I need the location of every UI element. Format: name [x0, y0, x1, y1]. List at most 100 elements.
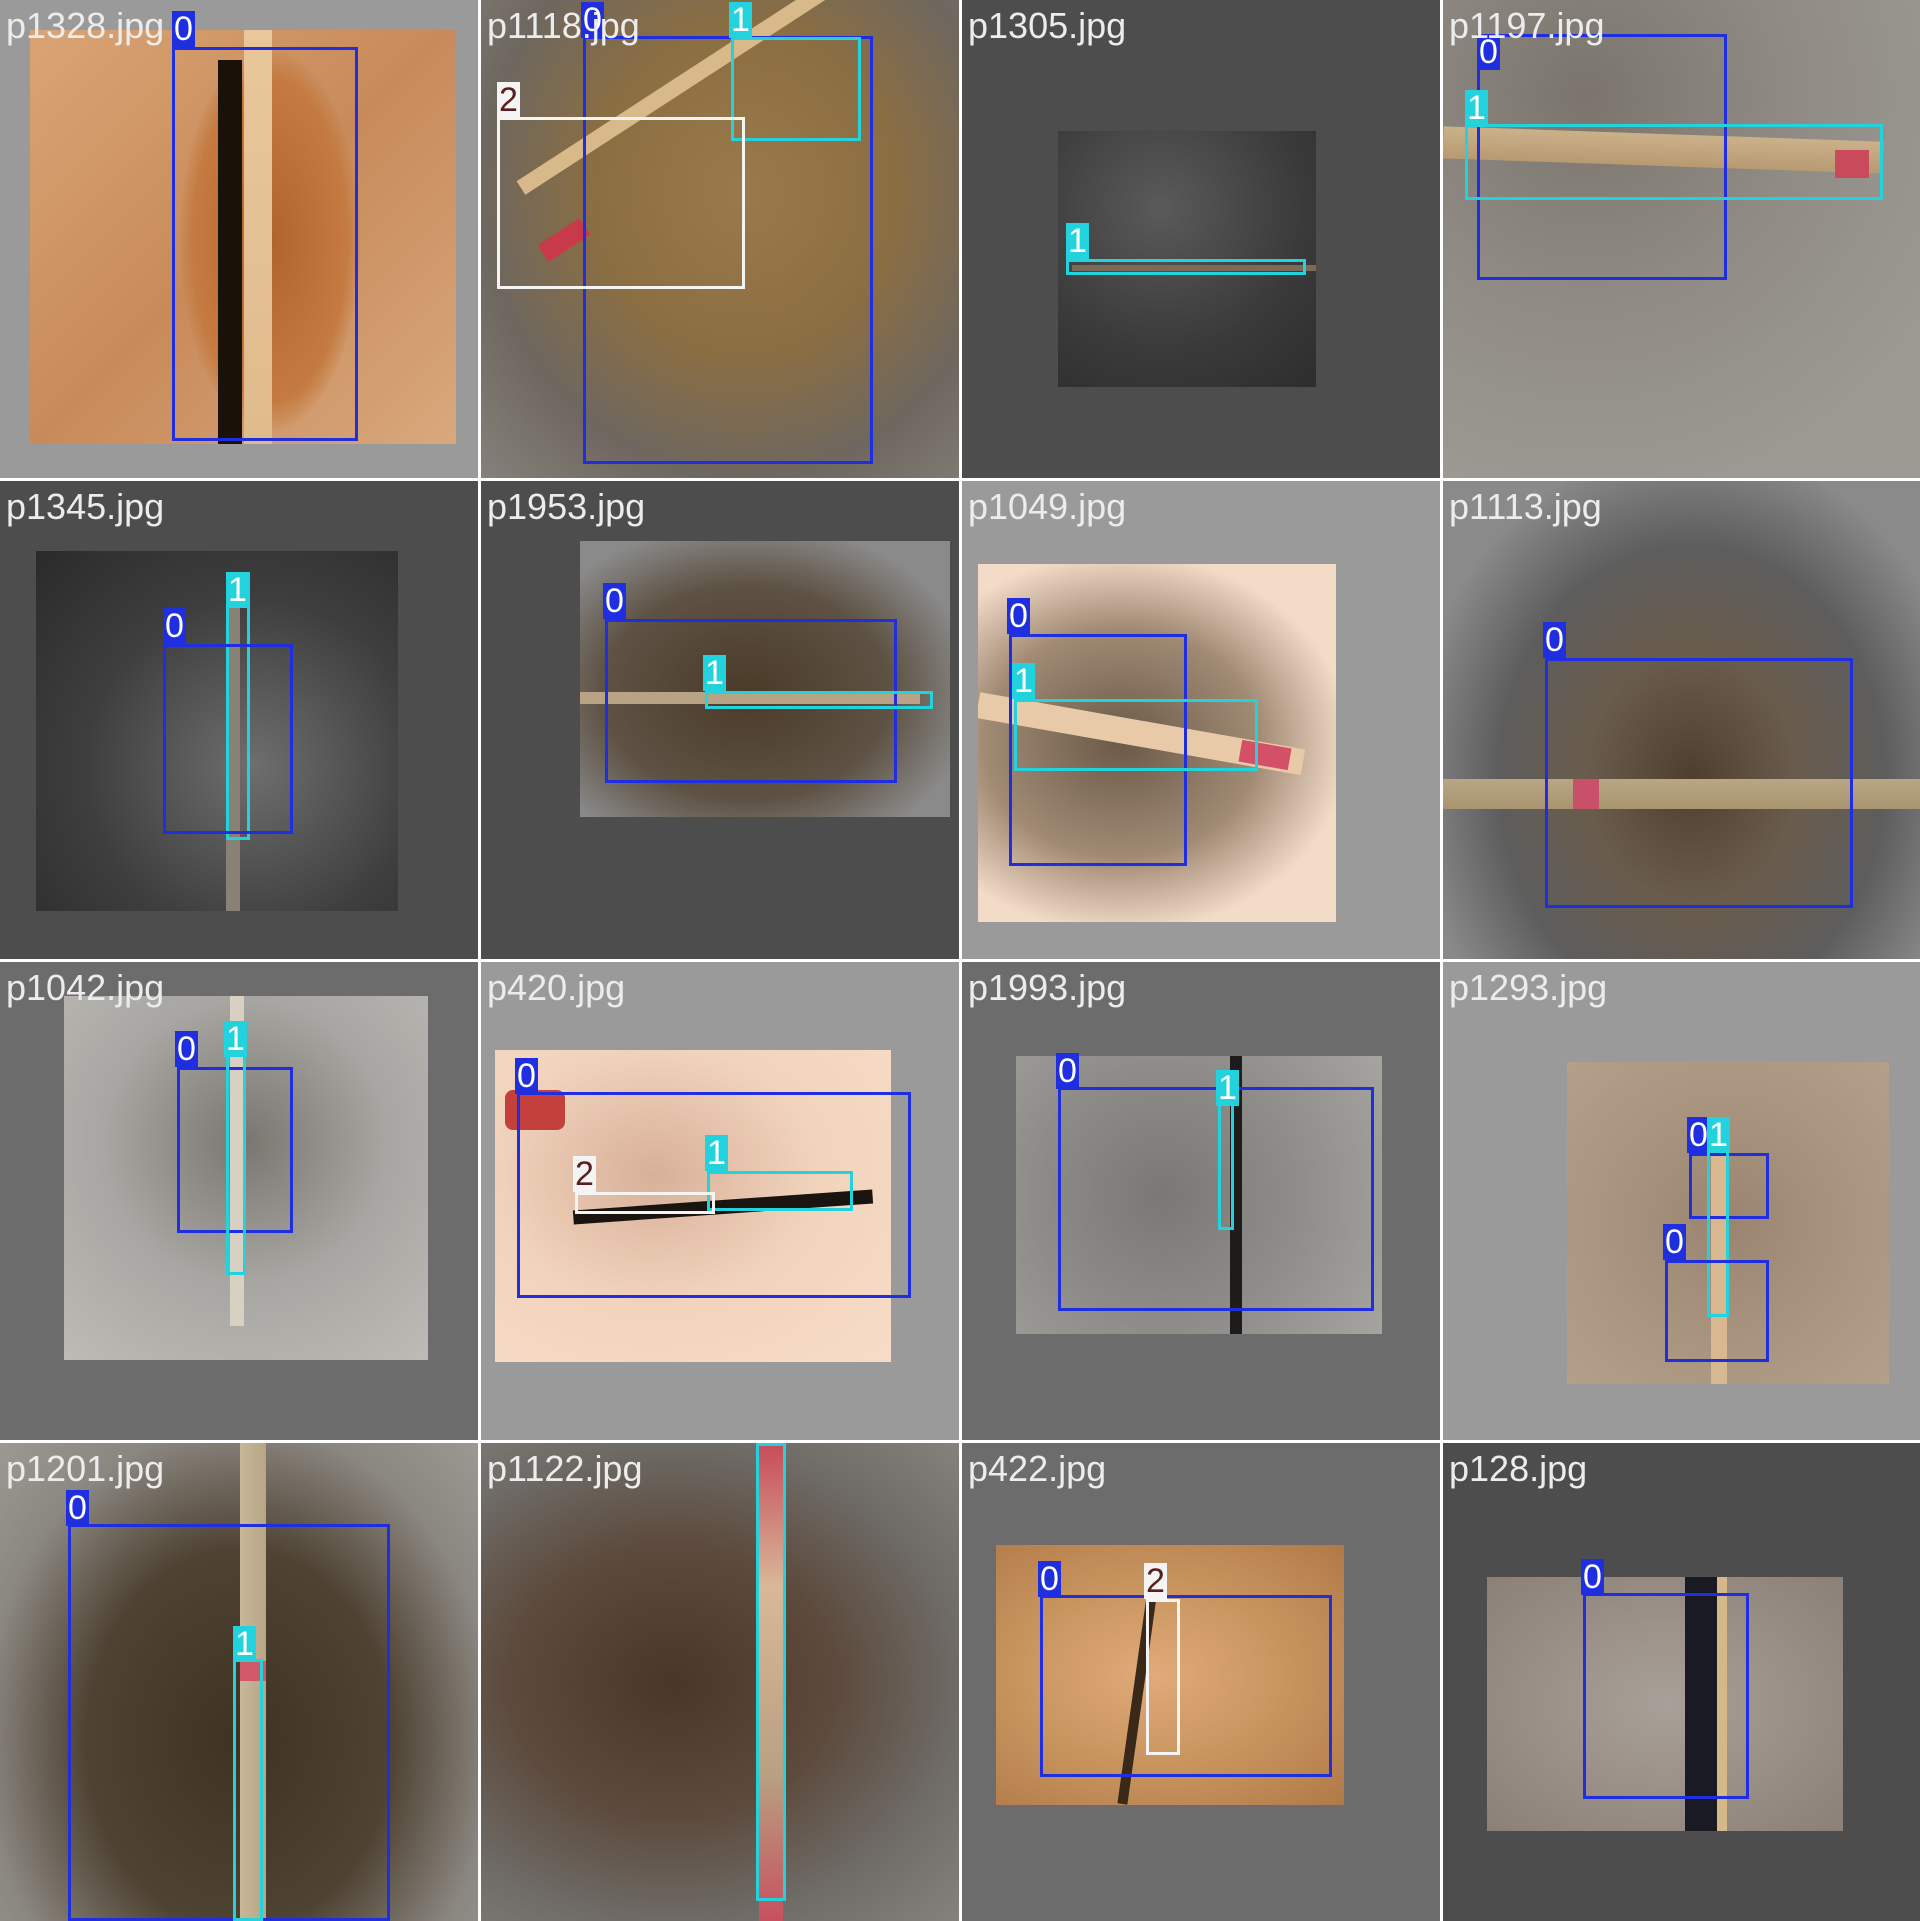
filename-label: p1122.jpg	[487, 1448, 643, 1489]
tile-p420: p420.jpg 0 1 2	[481, 962, 959, 1440]
stick-shadow	[1685, 1577, 1719, 1831]
tile-p1118: p1118.jpg 0 1 2	[481, 0, 959, 478]
tile-p1993: p1993.jpg 0 1	[962, 962, 1440, 1440]
measuring-stick	[226, 581, 240, 911]
class-tag: 1	[729, 1, 752, 39]
photo	[1487, 1577, 1843, 1831]
bbox-class-0	[1665, 1260, 1769, 1362]
bbox-class-0	[1040, 1595, 1332, 1777]
class-tag: 0	[1056, 1052, 1079, 1090]
tile-p1049: p1049.jpg 0 1	[962, 481, 1440, 959]
class-tag: 2	[573, 1155, 596, 1193]
stick-red-tip	[505, 1090, 565, 1130]
tile-p1345: p1345.jpg 1 0	[0, 481, 478, 959]
bbox-class-2	[497, 117, 745, 289]
filename-label: p1993.jpg	[968, 967, 1127, 1008]
bbox-class-2	[575, 1192, 715, 1214]
bbox-class-0	[1058, 1087, 1374, 1311]
class-tag: 0	[1581, 1558, 1604, 1596]
measuring-stick	[759, 1443, 783, 1921]
class-tag: 0	[66, 1489, 89, 1527]
tile-p1122: p1122.jpg 1	[481, 1443, 959, 1921]
measuring-stick	[244, 30, 272, 444]
bbox-class-1	[1066, 259, 1306, 275]
stick-shadow	[218, 60, 242, 444]
measuring-stick	[1072, 265, 1316, 271]
class-tag: 1	[1012, 662, 1035, 700]
tile-p128: p128.jpg 0	[1443, 1443, 1920, 1921]
bbox-class-0	[583, 36, 873, 464]
tile-p1113: p1113.jpg 0	[1443, 481, 1920, 959]
stick-red-mark	[1573, 779, 1599, 809]
class-tag: 0	[1038, 1560, 1061, 1598]
class-tag: 0	[1663, 1223, 1686, 1261]
photo	[1016, 1056, 1382, 1334]
photo	[495, 1050, 891, 1362]
tile-p1953: p1953.jpg 0 1	[481, 481, 959, 959]
measuring-stick	[1443, 779, 1920, 809]
class-tag: 1	[1066, 222, 1089, 260]
class-tag: 0	[175, 1030, 198, 1068]
photo	[36, 551, 398, 911]
bbox-class-0	[1583, 1593, 1749, 1799]
filename-label: p1305.jpg	[968, 5, 1127, 46]
bbox-class-0	[517, 1092, 911, 1298]
filename-label: p1118.jpg	[487, 5, 640, 46]
class-tag: 1	[1707, 1116, 1730, 1154]
measuring-stick	[1711, 1118, 1727, 1384]
photo	[978, 564, 1336, 922]
bbox-class-0	[172, 47, 358, 441]
bbox-class-0	[1545, 658, 1853, 908]
bbox-class-1	[226, 1035, 246, 1275]
bbox-class-1	[707, 1171, 853, 1211]
bbox-class-1	[705, 691, 933, 709]
tile-p1042: p1042.jpg 0 1	[0, 962, 478, 1440]
bbox-class-0	[1009, 634, 1187, 866]
bbox-class-1	[731, 37, 861, 141]
class-tag: 1	[226, 571, 249, 609]
class-tag: 0	[515, 1057, 538, 1095]
class-tag: 1	[233, 1625, 256, 1663]
filename-label: p1197.jpg	[1449, 5, 1605, 46]
bbox-class-0	[68, 1524, 390, 1921]
photo	[1443, 0, 1920, 478]
class-tag: 0	[1007, 597, 1030, 635]
photo	[481, 0, 959, 478]
filename-label: p1113.jpg	[1449, 486, 1602, 527]
bbox-class-2	[1146, 1599, 1180, 1755]
class-tag: 1	[224, 1020, 247, 1058]
measuring-stick	[230, 996, 244, 1326]
measuring-stick	[580, 692, 920, 704]
bbox-class-0	[1477, 34, 1727, 280]
class-tag: 1	[1465, 89, 1488, 127]
filename-label: p1328.jpg	[6, 5, 165, 46]
bbox-class-0	[1689, 1153, 1769, 1219]
class-tag: 1	[1216, 1069, 1239, 1107]
bbox-class-1	[233, 1659, 263, 1921]
class-tag: 2	[1144, 1562, 1167, 1600]
class-tag: 1	[703, 654, 726, 692]
filename-label: p128.jpg	[1449, 1448, 1588, 1489]
photo	[30, 30, 456, 444]
photo	[481, 1443, 959, 1921]
class-tag: 0	[603, 582, 626, 620]
tile-p1305: p1305.jpg 1	[962, 0, 1440, 478]
bbox-class-0	[163, 644, 293, 834]
filename-label: p1042.jpg	[6, 967, 165, 1008]
measuring-stick	[1717, 1577, 1727, 1831]
class-tag: 2	[497, 81, 520, 119]
class-tag: 0	[1543, 621, 1566, 659]
filename-label: p1293.jpg	[1449, 967, 1608, 1008]
photo	[580, 541, 950, 817]
class-tag: 0	[172, 10, 195, 48]
filename-label: p420.jpg	[487, 967, 626, 1008]
filename-label: p1049.jpg	[968, 486, 1127, 527]
bbox-class-1	[1014, 699, 1258, 771]
class-tag: 0	[1477, 33, 1500, 71]
filename-label: p422.jpg	[968, 1448, 1107, 1489]
tile-p1328: p1328.jpg 0	[0, 0, 478, 478]
class-tag: 1	[705, 1134, 728, 1172]
stick-red-mark	[240, 1661, 266, 1681]
class-tag: 0	[1687, 1116, 1710, 1154]
